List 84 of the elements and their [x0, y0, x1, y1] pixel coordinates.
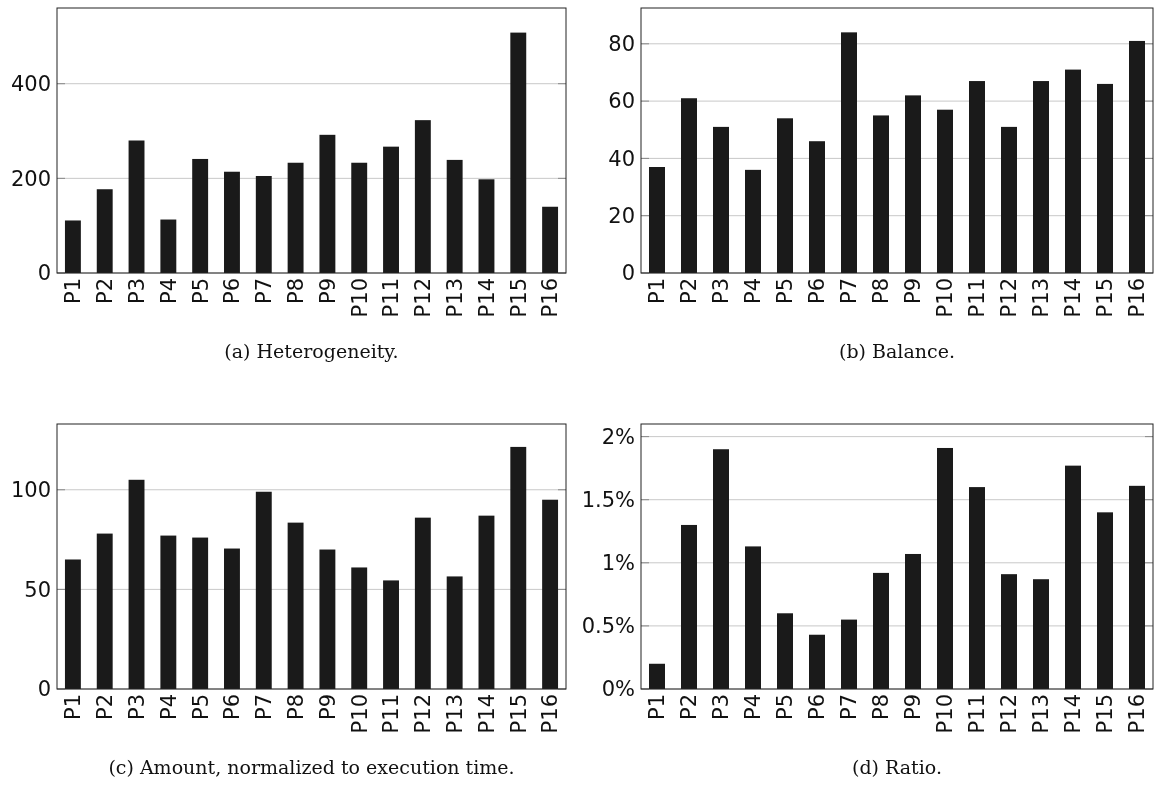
x-tick-label: P12 [411, 694, 436, 734]
x-tick-label: P16 [538, 278, 563, 318]
y-tick-label: 100 [10, 478, 51, 503]
x-tick-label: P15 [1093, 694, 1118, 734]
y-tick-label: 0 [37, 261, 51, 286]
text: (a) Heterogeneity. [224, 340, 399, 362]
x-tick-label: P13 [443, 694, 468, 734]
x-tick-label: P3 [124, 278, 149, 305]
x-tick-label: P6 [220, 694, 245, 721]
x-tick-label: P6 [805, 694, 830, 721]
y-tick-label: 50 [24, 577, 51, 602]
x-tick-label: P8 [869, 694, 894, 721]
y-tick-label: 1.5% [581, 488, 635, 513]
x-tick-label: P11 [965, 694, 990, 734]
y-tick-label: 40 [608, 146, 635, 171]
x-tick-label: P7 [252, 694, 277, 721]
x-tick-label: P1 [645, 278, 670, 305]
x-tick-label: P3 [124, 694, 149, 721]
x-tick-label: P4 [156, 278, 181, 305]
y-tick-label: 20 [608, 204, 635, 229]
x-tick-label: P3 [709, 278, 734, 305]
x-tick-label: P7 [837, 694, 862, 721]
x-tick-label: P16 [538, 694, 563, 734]
y-tick-label: 200 [10, 166, 51, 191]
x-tick-label: P14 [474, 278, 499, 318]
x-tick-label: P12 [411, 278, 436, 318]
x-tick-label: P10 [347, 694, 372, 734]
x-tick-label: P4 [156, 694, 181, 721]
x-tick-label: P5 [773, 694, 798, 721]
y-tick-label: 0% [601, 677, 635, 702]
x-tick-label: P1 [61, 278, 86, 305]
x-tick-label: P14 [1061, 694, 1086, 734]
x-tick-label: P14 [1061, 278, 1086, 318]
x-tick-label: P7 [837, 278, 862, 305]
x-tick-label: P15 [506, 694, 531, 734]
x-tick-label: P16 [1125, 694, 1150, 734]
x-tick-label: P15 [1093, 278, 1118, 318]
x-tick-label: P10 [933, 694, 958, 734]
x-tick-label: P13 [443, 278, 468, 318]
y-tick-label: 1% [601, 551, 635, 576]
x-tick-label: P9 [315, 278, 340, 305]
x-tick-label: P9 [901, 694, 926, 721]
x-tick-label: P2 [677, 694, 702, 721]
y-tick-label: 400 [10, 72, 51, 97]
x-tick-label: P1 [645, 694, 670, 721]
x-tick-label: P9 [901, 278, 926, 305]
y-tick-label: 0.5% [581, 614, 635, 639]
text: (c) Amount, normalized to execution time. [108, 756, 515, 778]
x-tick-label: P9 [315, 694, 340, 721]
x-tick-label: P5 [773, 278, 798, 305]
x-tick-label: P4 [741, 278, 766, 305]
y-tick-label: 0 [621, 261, 635, 286]
x-tick-label: P8 [283, 694, 308, 721]
x-tick-label: P10 [933, 278, 958, 318]
y-tick-label: 60 [608, 89, 635, 114]
y-tick-label: 2% [601, 424, 635, 449]
y-tick-label: 0 [37, 677, 51, 702]
x-tick-label: P12 [997, 694, 1022, 734]
x-tick-label: P13 [1029, 694, 1054, 734]
x-tick-label: P15 [506, 278, 531, 318]
x-tick-label: P5 [188, 278, 213, 305]
y-tick-label: 80 [608, 32, 635, 57]
x-tick-label: P2 [93, 694, 118, 721]
x-tick-label: P5 [188, 694, 213, 721]
x-tick-label: P1 [61, 694, 86, 721]
x-tick-label: P2 [677, 278, 702, 305]
x-tick-label: P13 [1029, 278, 1054, 318]
x-tick-label: P11 [379, 278, 404, 318]
x-tick-label: P4 [741, 694, 766, 721]
x-tick-label: P11 [379, 694, 404, 734]
text: (b) Balance. [839, 340, 955, 362]
text: (d) Ratio. [852, 756, 942, 778]
x-tick-label: P3 [709, 694, 734, 721]
x-tick-label: P8 [283, 278, 308, 305]
x-tick-label: P11 [965, 278, 990, 318]
x-tick-label: P6 [805, 278, 830, 305]
x-tick-label: P10 [347, 278, 372, 318]
x-tick-label: P6 [220, 278, 245, 305]
x-tick-label: P16 [1125, 278, 1150, 318]
x-tick-label: P12 [997, 278, 1022, 318]
x-tick-label: P2 [93, 278, 118, 305]
x-tick-label: P14 [474, 694, 499, 734]
x-tick-label: P8 [869, 278, 894, 305]
x-tick-label: P7 [252, 278, 277, 305]
